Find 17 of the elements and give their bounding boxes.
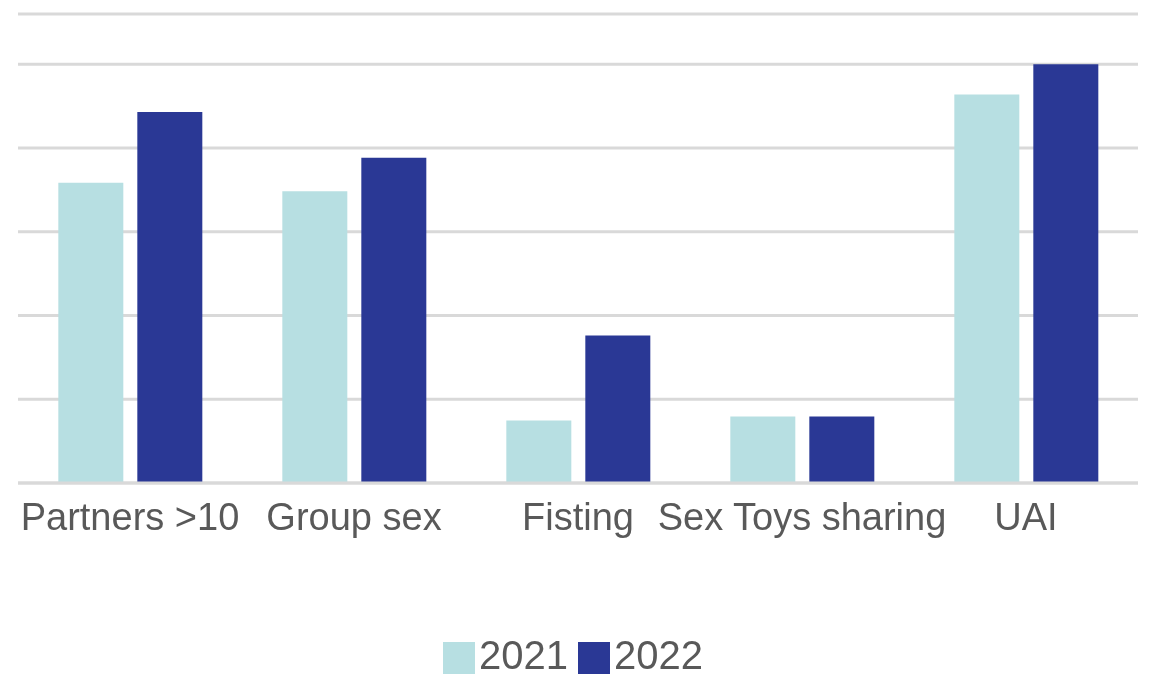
bar <box>58 182 124 483</box>
legend-label: 2021 <box>479 633 568 677</box>
legend-label: 2022 <box>614 633 703 677</box>
bar <box>809 416 875 483</box>
x-tick-label: Sex Toys sharing <box>657 495 947 538</box>
bar <box>954 94 1020 483</box>
bar <box>506 420 572 483</box>
x-tick-label: Group sex <box>266 495 442 538</box>
x-tick-label: UAI <box>994 495 1058 538</box>
bar <box>1033 64 1099 483</box>
bar <box>585 335 651 483</box>
x-tick-label: Fisting <box>522 495 634 538</box>
bar <box>361 157 427 483</box>
bar <box>137 111 203 483</box>
bar <box>282 191 348 483</box>
x-tick-label: Partners >10 <box>20 495 240 538</box>
bar <box>730 416 796 483</box>
